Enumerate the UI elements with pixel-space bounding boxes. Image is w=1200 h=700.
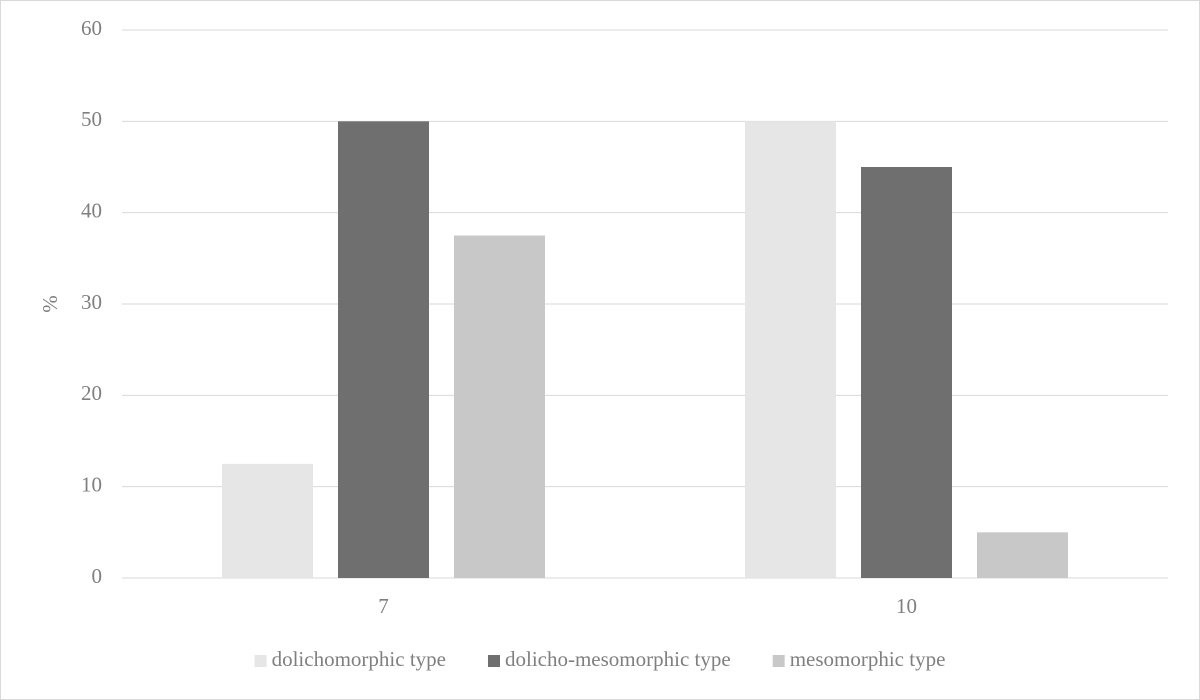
bar: [861, 167, 952, 578]
legend-label: mesomorphic type: [790, 647, 946, 671]
legend-swatch: [254, 655, 267, 667]
y-axis-label: %: [38, 295, 62, 313]
y-tick-label: 40: [81, 198, 102, 222]
legend-swatch: [487, 655, 500, 667]
bar: [222, 463, 313, 578]
x-tick-label: 10: [896, 594, 917, 618]
y-tick-label: 50: [81, 107, 102, 131]
bar: [454, 235, 545, 578]
legend-label: dolichomorphic type: [272, 647, 446, 671]
y-tick-label: 10: [81, 472, 102, 496]
y-tick-label: 0: [92, 564, 103, 588]
bar: [338, 121, 429, 578]
bar: [977, 532, 1068, 578]
bar: [745, 121, 836, 578]
legend-swatch: [772, 655, 785, 667]
y-tick-label: 60: [81, 16, 102, 40]
legend-label: dolicho-mesomorphic type: [505, 647, 731, 671]
y-tick-label: 20: [81, 381, 102, 405]
y-tick-label: 30: [81, 290, 102, 314]
x-tick-label: 7: [378, 594, 389, 618]
